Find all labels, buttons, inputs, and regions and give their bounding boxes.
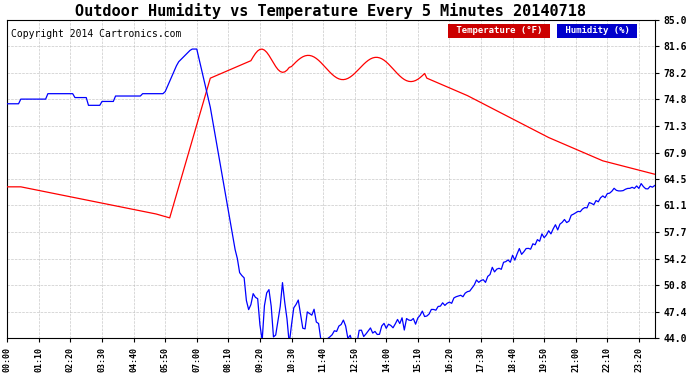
Text: Humidity (%): Humidity (%) [560,26,635,35]
Title: Outdoor Humidity vs Temperature Every 5 Minutes 20140718: Outdoor Humidity vs Temperature Every 5 … [75,3,586,19]
Text: Copyright 2014 Cartronics.com: Copyright 2014 Cartronics.com [10,30,181,39]
Text: Temperature (°F): Temperature (°F) [451,26,547,35]
